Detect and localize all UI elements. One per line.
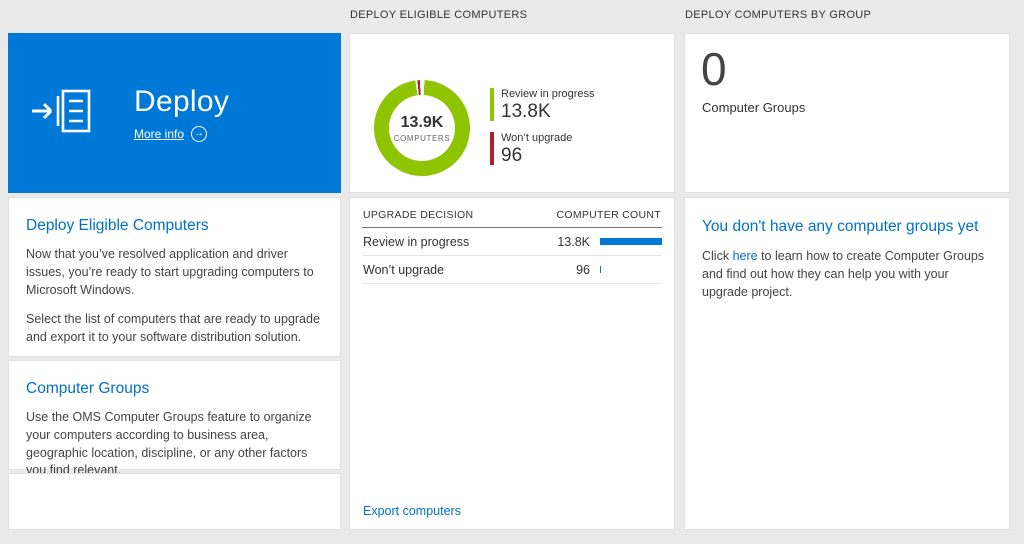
section-computer-groups: Computer Groups Use the OMS Computer Gro… bbox=[8, 360, 341, 477]
paragraph: Use the OMS Computer Groups feature to o… bbox=[26, 410, 312, 478]
legend-color-bar-red bbox=[490, 132, 494, 165]
table-row[interactable]: Won’t upgrade 96 bbox=[362, 256, 662, 284]
export-computers-link[interactable]: Export computers bbox=[363, 504, 461, 518]
row-count: 96 bbox=[576, 262, 590, 277]
row-count: 13.8K bbox=[557, 234, 590, 249]
donut-chart[interactable]: 13.9K COMPUTERS bbox=[374, 80, 470, 176]
text-after-link: to learn how to create Computer Groups a… bbox=[702, 249, 985, 300]
more-info-link[interactable]: More info bbox=[134, 126, 185, 141]
row-label: Won’t upgrade bbox=[363, 262, 445, 277]
legend-color-bar-green bbox=[490, 88, 494, 121]
upgrade-decision-table: UPGRADE DECISION COMPUTER COUNT Review i… bbox=[350, 198, 674, 284]
text-before-link: Click bbox=[702, 249, 733, 263]
empty-state-heading: You don't have any computer groups yet bbox=[702, 218, 979, 235]
count-bar bbox=[600, 266, 602, 273]
empty-state-text: Click here to learn how to create Comput… bbox=[702, 247, 992, 301]
legend-item-wont-upgrade: Won’t upgrade 96 bbox=[490, 132, 595, 167]
computer-groups-count: 0 bbox=[701, 43, 727, 95]
paragraph: Now that you’ve resolved application and… bbox=[26, 247, 314, 297]
deploy-icon bbox=[30, 84, 94, 143]
section-deploy-eligible-computers: Deploy Eligible Computers Now that you’v… bbox=[8, 197, 341, 357]
donut-center-value: 13.9K bbox=[400, 113, 444, 131]
legend-value: 13.8K bbox=[501, 101, 551, 122]
computer-groups-count-label: Computer Groups bbox=[702, 100, 806, 115]
column-header-upgrade-decision: UPGRADE DECISION bbox=[363, 209, 474, 221]
arrow-circle-icon[interactable]: → bbox=[191, 125, 208, 142]
page-title: Deploy bbox=[134, 84, 230, 118]
deploy-tile: Deploy More info → bbox=[8, 33, 341, 193]
donut-legend: Review in progress 13.8K Won’t upgrade 9… bbox=[490, 88, 595, 167]
section-heading-deploy-eligible: Deploy Eligible Computers bbox=[26, 217, 209, 234]
table-header: UPGRADE DECISION COMPUTER COUNT bbox=[362, 198, 662, 228]
column-header-computer-count: COMPUTER COUNT bbox=[556, 209, 661, 221]
row-label: Review in progress bbox=[363, 234, 470, 249]
count-bar bbox=[600, 238, 662, 245]
legend-label: Won’t upgrade bbox=[501, 132, 573, 144]
panel-header-deploy-eligible-computers: DEPLOY ELIGIBLE COMPUTERS bbox=[350, 9, 528, 21]
section-heading-computer-groups: Computer Groups bbox=[26, 380, 150, 397]
here-link[interactable]: here bbox=[732, 249, 758, 263]
eligible-computers-donut-tile[interactable]: 13.9K COMPUTERS Review in progress 13.8K… bbox=[349, 33, 675, 193]
table-row[interactable]: Review in progress 13.8K bbox=[362, 228, 662, 256]
legend-label: Review in progress bbox=[501, 88, 595, 100]
legend-item-review-in-progress: Review in progress 13.8K bbox=[490, 88, 595, 123]
upgrade-decision-table-card: UPGRADE DECISION COMPUTER COUNT Review i… bbox=[349, 197, 675, 530]
legend-value: 96 bbox=[501, 145, 523, 166]
panel-header-deploy-computers-by-group: DEPLOY COMPUTERS BY GROUP bbox=[685, 9, 872, 21]
donut-center-label: COMPUTERS bbox=[393, 133, 451, 143]
computer-groups-count-tile[interactable]: 0 Computer Groups bbox=[684, 33, 1010, 193]
computer-groups-empty-state: You don't have any computer groups yet C… bbox=[684, 197, 1010, 530]
section-empty-filler bbox=[8, 473, 341, 530]
paragraph: Select the list of computers that are re… bbox=[26, 312, 320, 344]
